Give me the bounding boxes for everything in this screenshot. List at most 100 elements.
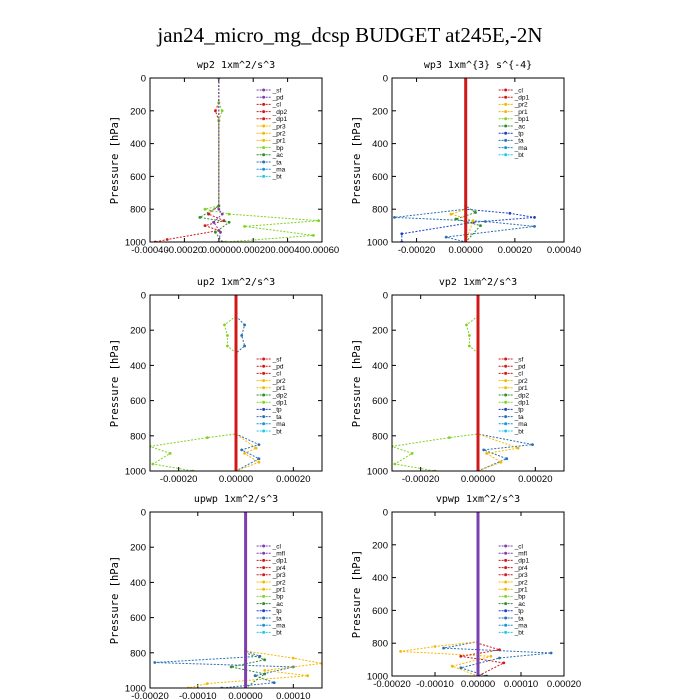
series-line-ac <box>204 78 319 242</box>
legend-label: _pd <box>272 95 284 102</box>
legend-marker <box>262 88 266 92</box>
legend-label: _bp <box>272 145 284 152</box>
data-point <box>257 457 261 461</box>
legend-label: _pr1 <box>272 385 286 392</box>
data-point <box>253 674 257 678</box>
y-axis-label: Pressure [hPa] <box>351 339 363 428</box>
y-tick-label: 0 <box>383 74 388 85</box>
legend-marker <box>504 117 508 121</box>
legend: _cl_mfl_dp1_pr4_pr3_pr2_pr1_bp_ac_tp_ta_… <box>256 543 287 637</box>
legend-label: _pr2 <box>272 579 286 586</box>
legend-label: _sf <box>272 87 282 94</box>
data-point <box>447 436 451 439</box>
panel-0: wp2 1xm^2/s^3 Pressure [hPa] 0 200 400 600 800… <box>109 60 339 256</box>
x-tick-label: 0.00040 <box>547 245 581 256</box>
legend-marker <box>262 95 266 99</box>
legend-label: _ta <box>514 414 524 421</box>
data-point <box>479 224 482 228</box>
series-group <box>150 295 261 471</box>
legend-label: _cl <box>272 371 282 378</box>
x-tick-label: -0.00020 <box>402 474 440 485</box>
panel-title: wp2 1xm^2/s^3 <box>197 60 275 71</box>
y-tick-label: 800 <box>372 431 388 442</box>
data-point <box>240 448 244 452</box>
legend-marker <box>504 364 508 368</box>
y-tick-label: 0 <box>383 291 388 302</box>
y-tick-label: 1000 <box>367 467 388 478</box>
legend-label: _tp <box>514 407 524 414</box>
legend-label: _pr1 <box>514 587 528 594</box>
y-axis-label: Pressure [hPa] <box>351 116 363 205</box>
data-point <box>505 457 509 461</box>
data-point <box>498 648 501 652</box>
y-axis-label: Pressure [hPa] <box>109 556 121 645</box>
data-point <box>442 646 445 650</box>
data-point <box>533 216 536 219</box>
y-tick-label: 1000 <box>367 672 388 683</box>
series-line-dp1 <box>460 512 506 676</box>
legend-label: _pr4 <box>514 565 528 572</box>
legend-label: _pr1 <box>514 385 528 392</box>
data-point <box>151 462 155 466</box>
y-tick-label: 200 <box>372 540 388 551</box>
legend-marker <box>262 174 266 178</box>
data-point <box>465 323 468 327</box>
panels: wp2 1xm^2/s^3 Pressure [hPa] 0 200 400 600 800… <box>109 60 581 700</box>
x-tick-label: 0.00060 <box>305 245 339 256</box>
data-point <box>485 452 488 455</box>
legend-marker <box>262 609 266 613</box>
legend-label: _dp1 <box>514 400 530 407</box>
data-point <box>257 460 261 464</box>
legend-label: _bp <box>514 594 526 601</box>
x-tick-label: 0.00020 <box>547 679 581 690</box>
legend-label: _sf <box>272 356 282 363</box>
legend-label: _pr2 <box>272 378 286 385</box>
legend-label: _pd <box>514 364 526 371</box>
panel-title: wp3 1xm^{3} s^{-4} <box>424 60 532 71</box>
legend-label: _dp1 <box>272 400 288 407</box>
legend-label: _bt <box>272 630 282 637</box>
series-group <box>153 78 320 242</box>
y-tick-label: 800 <box>130 431 146 442</box>
data-point <box>227 220 231 224</box>
series-line-ac <box>454 78 482 242</box>
panel-title: upwp 1xm^2/s^3 <box>194 494 278 505</box>
y-tick-label: 1000 <box>125 684 146 695</box>
legend-marker <box>504 609 508 613</box>
data-point <box>317 219 320 223</box>
data-point <box>454 217 458 221</box>
plot-frame <box>391 511 565 677</box>
data-point <box>474 211 477 214</box>
legend-marker <box>262 429 266 433</box>
series-line-dp1 <box>150 295 237 471</box>
legend-marker <box>504 616 508 620</box>
data-point <box>410 452 414 455</box>
data-point <box>399 650 402 653</box>
legend-marker <box>504 594 508 598</box>
y-tick-label: 400 <box>130 578 146 589</box>
data-point <box>214 230 217 234</box>
data-point <box>393 216 396 219</box>
y-axis-label: Pressure [hPa] <box>109 339 121 428</box>
legend-label: _cl <box>272 543 282 550</box>
series-line-ta <box>443 512 552 676</box>
legend-marker <box>262 551 266 555</box>
legend-label: _bt <box>514 428 524 435</box>
data-point <box>226 334 229 337</box>
legend-label: _ac <box>272 601 284 608</box>
legend-label: _pd <box>272 364 284 371</box>
legend-label: _dp2 <box>514 392 530 399</box>
data-point <box>219 230 222 234</box>
legend-marker <box>262 131 266 135</box>
y-tick-label: 400 <box>372 139 388 150</box>
x-tick-label: 0.00010 <box>276 691 310 700</box>
legend-marker <box>504 379 508 383</box>
panel-title: up2 1xm^2/s^3 <box>197 277 275 288</box>
data-point <box>168 452 172 455</box>
data-point <box>263 658 267 662</box>
legend-label: _ma <box>514 623 528 630</box>
legend-marker <box>262 160 266 164</box>
legend-label: _tp <box>272 407 282 414</box>
legend-marker <box>504 371 508 375</box>
